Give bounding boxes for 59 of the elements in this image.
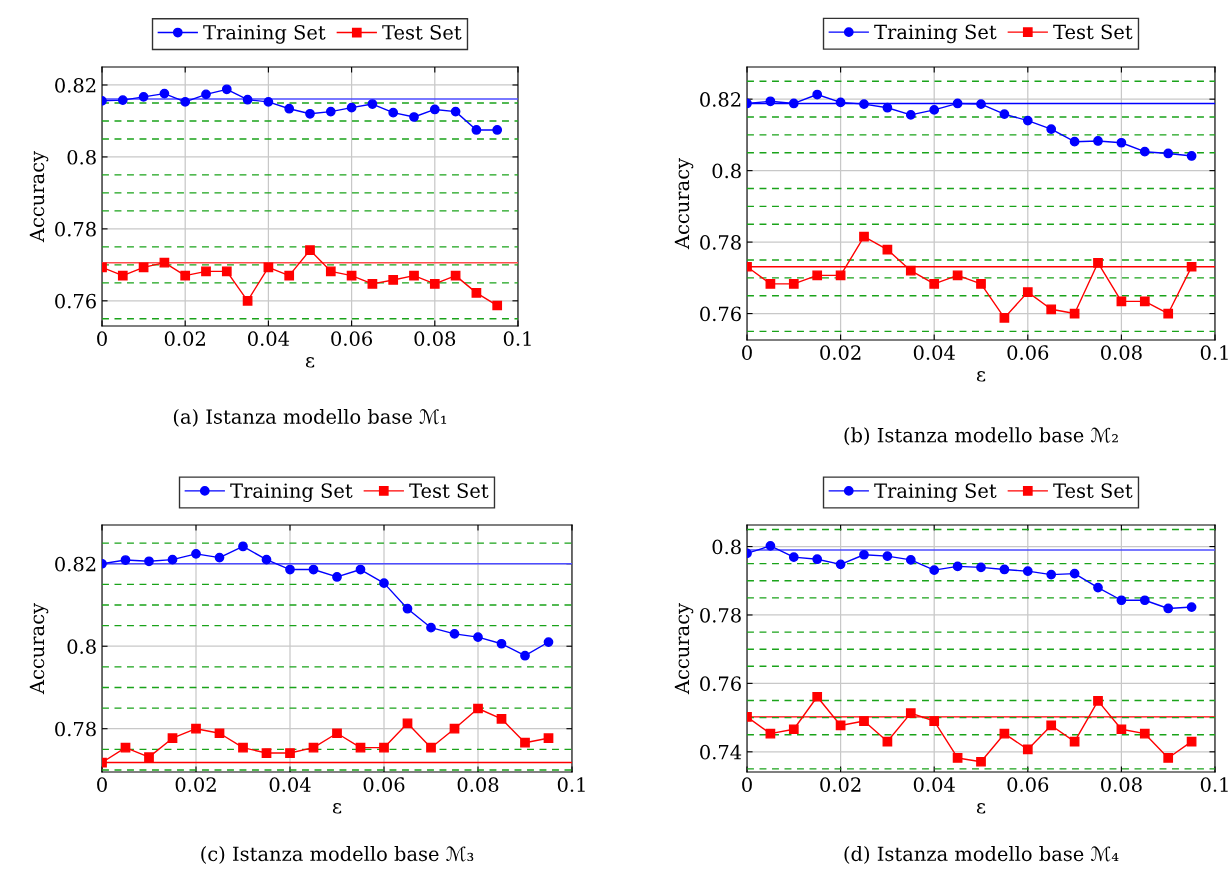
- x-tick-label: 0.08: [1101, 345, 1142, 360]
- y-tick-label: 0.8: [67, 639, 96, 654]
- text: (b) Istanza modello base ℳ₂: [844, 427, 1118, 446]
- y-tick-label: 0.78: [55, 221, 96, 237]
- x-tick-label: 0: [97, 777, 107, 792]
- x-tick-label: 0.04: [913, 345, 955, 360]
- text: (d) Istanza modello base ℳ₄: [844, 846, 1119, 864]
- y-tick-label: 0.74: [700, 744, 742, 760]
- y-tick-label: 0.82: [55, 556, 96, 572]
- x-axis-title: ε: [976, 803, 986, 814]
- y-tick-label: 0.8: [712, 163, 741, 179]
- x-axis-title: ε: [976, 371, 986, 382]
- legend-label: Test Set: [1053, 483, 1133, 498]
- x-tick-label: 0.02: [175, 777, 216, 792]
- x-tick-label: 0: [742, 777, 752, 792]
- x-tick-label: 0.1: [1200, 777, 1228, 792]
- x-tick-label: 0.08: [414, 331, 456, 346]
- x-tick-label: 0.08: [1101, 777, 1142, 792]
- legend-label: Training Set: [874, 24, 997, 44]
- legend-label: Training Set: [230, 483, 353, 503]
- x-tick-label: 0.04: [248, 331, 290, 346]
- x-tick-label: 0.1: [1200, 345, 1228, 360]
- text: (a) Istanza modello base ℳ₁: [173, 408, 447, 427]
- y-tick-label: 0.78: [700, 235, 741, 250]
- y-tick-label: 0.76: [700, 676, 741, 692]
- y-tick-label: 0.78: [55, 721, 96, 737]
- legend-label: Test Set: [1053, 24, 1133, 40]
- y-tick-label: 0.82: [700, 92, 741, 107]
- x-tick-label: 0: [742, 345, 752, 360]
- y-tick-label: 0.8: [712, 539, 741, 555]
- x-axis-title: ε: [305, 357, 315, 368]
- y-tick-label: 0.78: [700, 607, 741, 623]
- x-axis-title: ε: [332, 803, 342, 814]
- x-tick-label: 0: [97, 331, 107, 346]
- x-tick-label: 0.1: [557, 777, 585, 792]
- y-axis-title: Accuracy: [29, 151, 49, 243]
- y-tick-label: 0.82: [55, 77, 96, 93]
- x-tick-label: 0.08: [457, 777, 499, 792]
- y-axis-title: Accuracy: [674, 158, 694, 250]
- x-tick-label: 0.04: [269, 777, 311, 792]
- y-axis-title: Accuracy: [29, 603, 49, 695]
- legend-label: Training Set: [874, 483, 997, 503]
- legend-label: Training Set: [203, 24, 326, 44]
- y-tick-label: 0.76: [55, 293, 96, 309]
- x-tick-label: 0.04: [913, 777, 955, 792]
- x-tick-label: 0.02: [164, 331, 205, 346]
- x-tick-label: 0.1: [503, 331, 531, 346]
- x-tick-label: 0.02: [820, 345, 861, 360]
- legend-label: Test Set: [382, 24, 462, 40]
- y-tick-label: 0.76: [700, 306, 741, 322]
- y-tick-label: 0.8: [67, 149, 96, 165]
- y-axis-title: Accuracy: [674, 603, 694, 695]
- x-tick-label: 0.06: [1007, 345, 1049, 360]
- x-tick-label: 0.06: [1007, 777, 1049, 792]
- legend-label: Test Set: [409, 483, 489, 498]
- x-tick-label: 0.06: [331, 331, 373, 346]
- text: (c) Istanza modello base ℳ₃: [201, 846, 474, 864]
- x-tick-label: 0.06: [363, 777, 405, 792]
- x-tick-label: 0.02: [820, 777, 861, 792]
